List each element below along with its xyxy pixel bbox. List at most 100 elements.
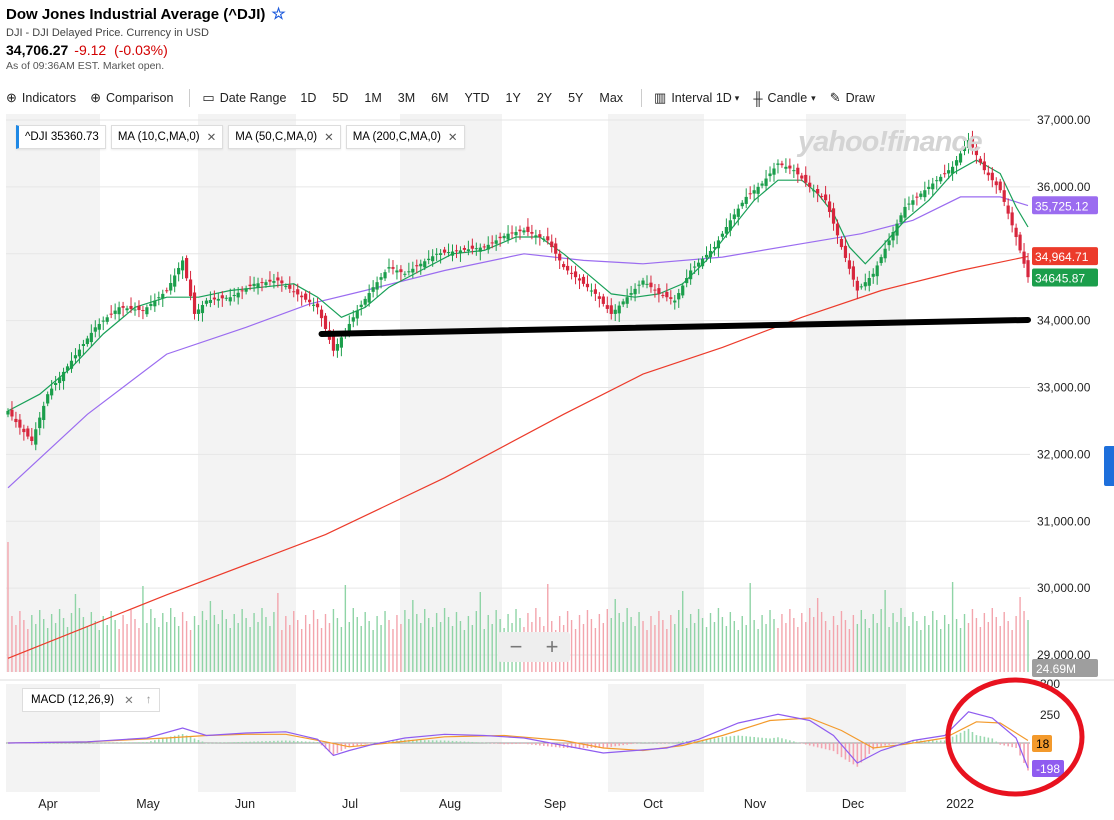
- interval-button[interactable]: ▥ Interval 1D ▾: [654, 90, 739, 106]
- volume-bar: [1019, 597, 1021, 672]
- macd-histogram-bar: [253, 741, 255, 743]
- candle-body: [689, 270, 693, 280]
- candle-body: [935, 180, 939, 182]
- candle-body: [990, 172, 994, 181]
- macd-histogram-bar: [594, 743, 597, 748]
- volume-bar: [138, 628, 140, 672]
- chart-type-button[interactable]: ╫ Candle ▾: [753, 91, 815, 106]
- macd-histogram-bar: [277, 740, 279, 743]
- candle-body: [601, 296, 605, 304]
- zoom-in-button[interactable]: +: [545, 634, 559, 659]
- candle-body: [744, 196, 748, 204]
- macd-histogram-bar: [673, 742, 676, 743]
- macd-histogram-bar: [999, 743, 1002, 745]
- side-panel-toggle[interactable]: [1104, 446, 1114, 486]
- comparison-button[interactable]: ⊕ Comparison: [90, 90, 173, 106]
- close-icon[interactable]: ✕: [124, 695, 134, 707]
- arrow-up-icon[interactable]: ↑: [145, 694, 152, 706]
- volume-bar: [384, 611, 386, 672]
- macd-histogram-bar: [134, 742, 136, 743]
- range-2y[interactable]: 2Y: [536, 91, 553, 105]
- range-6m[interactable]: 6M: [431, 91, 449, 105]
- volume-bar: [904, 617, 906, 672]
- candle-body: [34, 429, 38, 445]
- date-range-button[interactable]: ▭ Date Range: [202, 90, 286, 106]
- range-5y[interactable]: 5Y: [568, 91, 584, 105]
- legend-ma200-label: MA (200,C,MA,0): [352, 131, 441, 143]
- range-ytd[interactable]: YTD: [464, 91, 490, 105]
- macd-histogram-bar: [797, 742, 799, 743]
- star-icon[interactable]: ☆: [271, 6, 286, 23]
- close-icon[interactable]: ✕: [206, 132, 217, 144]
- volume-bar: [225, 619, 227, 672]
- candle-body: [800, 175, 804, 179]
- zoom-out-button[interactable]: −: [509, 634, 523, 659]
- macd-histogram-bar: [281, 740, 283, 743]
- macd-histogram-bar: [812, 743, 815, 747]
- candle-body: [89, 332, 93, 343]
- macd-histogram-bar: [126, 742, 128, 743]
- candle-body: [915, 196, 919, 198]
- volume-bar: [487, 615, 489, 672]
- range-max[interactable]: Max: [599, 91, 624, 105]
- macd-histogram-bar: [507, 743, 509, 745]
- range-1d[interactable]: 1D: [300, 91, 317, 105]
- legend-symbol[interactable]: ^DJI 35360.73: [16, 125, 106, 149]
- macd-histogram-bar: [531, 743, 533, 745]
- volume-bar: [257, 622, 259, 672]
- volume-bar: [11, 616, 13, 672]
- range-1m[interactable]: 1M: [364, 91, 382, 105]
- macd-histogram-bar: [114, 742, 116, 744]
- range-3m[interactable]: 3M: [397, 91, 416, 105]
- candle-body: [462, 247, 467, 250]
- volume-bar: [146, 623, 148, 672]
- candle-body: [323, 315, 328, 329]
- macd-histogram-bar: [777, 737, 779, 743]
- macd-histogram-bar: [892, 743, 894, 745]
- range-5d[interactable]: 5D: [332, 91, 349, 105]
- legend-ma200[interactable]: MA (200,C,MA,0) ✕: [345, 125, 465, 149]
- legend-ma10[interactable]: MA (10,C,MA,0) ✕: [110, 125, 224, 149]
- volume-bar: [654, 625, 656, 672]
- range-1y[interactable]: 1Y: [505, 91, 521, 105]
- indicators-button[interactable]: ⊕ Indicators: [6, 90, 76, 106]
- macd-histogram-bar: [717, 737, 720, 743]
- macd-histogram-bar: [30, 743, 33, 744]
- volume-bar: [427, 618, 430, 672]
- close-icon[interactable]: ✕: [324, 132, 334, 144]
- macd-histogram-bar: [122, 742, 124, 743]
- volume-bar: [74, 594, 77, 672]
- candle-body: [244, 288, 248, 292]
- macd-histogram-bar: [959, 732, 962, 743]
- volume-bar: [253, 613, 255, 672]
- candle-body: [931, 183, 935, 190]
- macd-histogram-bar: [499, 743, 501, 744]
- macd-histogram-bar: [229, 742, 232, 743]
- candle-body: [613, 309, 617, 314]
- macd-histogram-bar: [602, 743, 605, 748]
- volume-bar: [769, 610, 771, 672]
- draw-button[interactable]: ✎ Draw: [830, 90, 875, 106]
- candle-body: [319, 309, 324, 319]
- macd-histogram-bar: [431, 740, 434, 743]
- volume-bar: [713, 622, 716, 672]
- macd-histogram-bar: [316, 742, 319, 743]
- price-badge-label: 34,964.71: [1035, 250, 1089, 264]
- candle-body: [61, 371, 66, 382]
- candle-body: [494, 240, 498, 244]
- volume-bar: [467, 616, 470, 672]
- legend-ma50[interactable]: MA (50,C,MA,0) ✕: [228, 125, 341, 149]
- candle-body: [518, 229, 522, 232]
- macd-legend[interactable]: MACD (12,26,9) ✕ ↑: [22, 688, 161, 712]
- volume-bar: [328, 623, 331, 672]
- volume-bar: [682, 591, 684, 672]
- candle-body: [823, 194, 828, 201]
- macd-histogram-bar: [900, 742, 902, 744]
- macd-histogram-bar: [328, 743, 331, 752]
- volume-bar: [352, 608, 354, 672]
- volume-bar: [304, 615, 307, 672]
- close-icon[interactable]: ✕: [447, 132, 458, 144]
- volume-bar: [193, 616, 196, 672]
- volume-bar: [189, 630, 192, 672]
